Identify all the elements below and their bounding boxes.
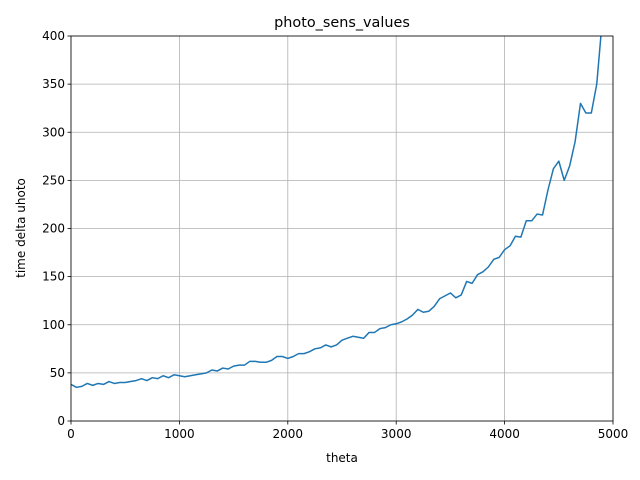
y-tick-label: 100: [42, 318, 65, 332]
y-tick-label: 150: [42, 270, 65, 284]
x-tick-label: 2000: [273, 427, 304, 441]
x-tick-label: 1000: [164, 427, 195, 441]
y-tick-label: 0: [57, 414, 65, 428]
y-tick-label: 50: [50, 366, 65, 380]
x-tick-label: 0: [67, 427, 75, 441]
x-tick-label: 4000: [489, 427, 520, 441]
ticks: 0 1000 2000 3000 4000 5000 0 50 100 150 200 250 300 3…: [42, 29, 628, 441]
x-tick-label: 3000: [381, 427, 412, 441]
y-tick-label: 250: [42, 173, 65, 187]
x-axis-label: theta: [326, 451, 358, 465]
plot-area: [71, 36, 602, 389]
x-tick-label: 5000: [598, 427, 629, 441]
y-tick-label: 200: [42, 222, 65, 236]
y-tick-label: 400: [42, 29, 65, 43]
y-axis-label: time delta uhoto: [14, 178, 28, 278]
y-tick-label: 300: [42, 125, 65, 139]
chart-title: photo_sens_values: [274, 15, 410, 31]
data-line: [71, 36, 602, 389]
y-tick-label: 350: [42, 77, 65, 91]
